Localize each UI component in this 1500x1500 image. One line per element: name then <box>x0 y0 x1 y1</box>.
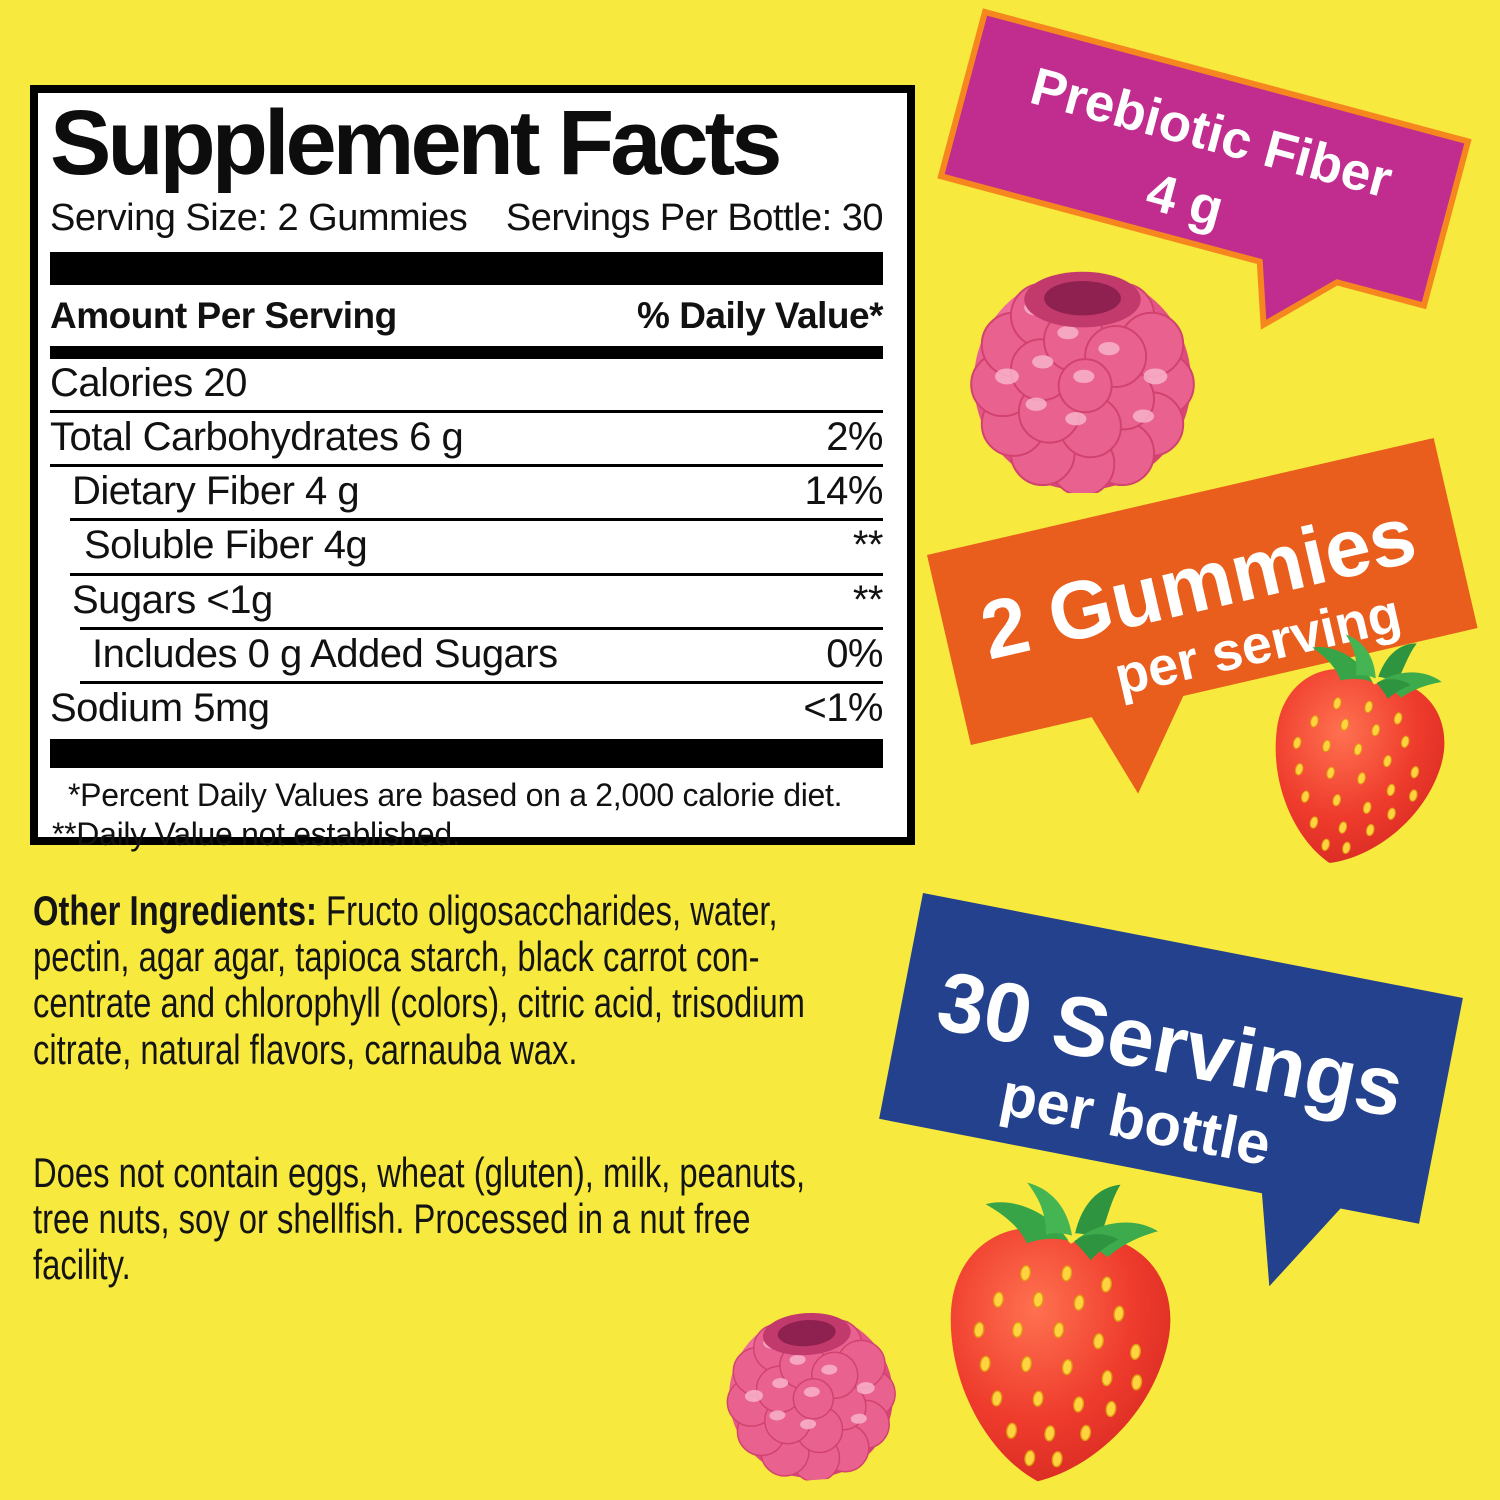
row-separator <box>70 518 883 522</box>
daily-value-header: % Daily Value* <box>637 294 883 336</box>
serving-info-row: Serving Size: 2 Gummies Servings Per Bot… <box>50 196 884 240</box>
serving-size-text: Serving Size: 2 Gummies <box>50 196 468 239</box>
footnotes: *Percent Daily Values are based on a 2,0… <box>50 768 883 853</box>
paragraph-line: Other Ingredients: Fructo oligosaccharid… <box>33 887 938 934</box>
strawberry-image <box>887 1153 1230 1500</box>
speech-bubble-shape <box>927 438 1478 794</box>
supplement-facts-panel: Supplement Facts Serving Size: 2 Gummies… <box>30 85 915 852</box>
paragraph-line: tree nuts, soy or shellfish. Processed i… <box>33 1195 751 1243</box>
nutrient-value: ** <box>852 523 884 568</box>
paragraph-line: citrate, natural flavors, carnauba wax. <box>33 1025 578 1073</box>
row-separator <box>80 680 883 684</box>
divider-bar-thick <box>50 251 883 285</box>
nutrient-value: <1% <box>803 685 883 730</box>
nutrient-label: Sodium 5mg <box>50 685 270 730</box>
nutrient-row-soluble-fiber: Soluble Fiber 4g ** <box>50 518 884 572</box>
amount-per-serving-header: Amount Per Serving <box>50 294 397 336</box>
nutrient-row-total-carbohydrates: Total Carbohydrates 6 g 2% <box>50 410 883 464</box>
column-header-row: Amount Per Serving % Daily Value* <box>50 285 883 346</box>
servings-per-bottle-bubble: 30 Servings per bottle <box>879 893 1463 1287</box>
speech-bubble-shape <box>937 8 1472 330</box>
row-separator <box>80 626 883 630</box>
servings-per-bottle-text: Servings Per Bottle: 30 <box>505 196 884 239</box>
prebiotic-fiber-bubble: Prebiotic Fiber 4 g <box>937 8 1472 330</box>
nutrient-row-sugars: Sugars <1g ** <box>50 572 884 627</box>
nutrient-value: 14% <box>804 469 883 514</box>
nutrient-label: Calories 20 <box>50 360 247 405</box>
nutrient-label: Includes 0 g Added Sugars <box>92 631 558 676</box>
nutrient-value: ** <box>852 577 884 622</box>
paragraph-line: pectin, agar agar, tapioca starch, black… <box>33 933 760 981</box>
supplement-facts-title: Supplement Facts <box>50 92 782 194</box>
paragraph-text: Fructo oligosaccharides, water, <box>326 887 778 934</box>
divider-bar-medium <box>50 345 883 359</box>
nutrient-label: Sugars <1g <box>72 577 273 622</box>
nutrient-value: 2% <box>826 415 883 460</box>
row-separator <box>50 410 883 414</box>
speech-bubble-shape <box>879 893 1463 1287</box>
paragraph-line: Does not contain eggs, wheat (gluten), m… <box>33 1149 806 1196</box>
paragraph-line: centrate and chlorophyll (colors), citri… <box>33 979 805 1027</box>
nutrient-label: Dietary Fiber 4 g <box>72 469 360 514</box>
allergen-paragraph: Does not contain eggs, wheat (gluten), m… <box>33 1149 938 1289</box>
nutrient-label: Soluble Fiber 4g <box>84 523 368 568</box>
other-ingredients-paragraph: Other Ingredients: Fructo oligosaccharid… <box>33 887 938 1073</box>
paragraph-line: facility. <box>33 1241 131 1289</box>
raspberry-image <box>703 1273 916 1486</box>
other-ingredients-label: Other Ingredients: <box>33 887 317 934</box>
row-separator <box>50 464 883 468</box>
nutrient-row-sodium: Sodium 5mg <1% <box>50 680 883 735</box>
nutrient-value: 0% <box>826 631 883 676</box>
footnote-not-established: **Daily Value not established. <box>52 815 461 852</box>
row-separator <box>70 572 883 576</box>
nutrient-label: Total Carbohydrates 6 g <box>50 415 464 460</box>
nutrient-row-dietary-fiber: Dietary Fiber 4 g 14% <box>50 464 883 518</box>
footnote-daily-values: *Percent Daily Values are based on a 2,0… <box>68 777 843 814</box>
nutrient-row-added-sugars: Includes 0 g Added Sugars 0% <box>50 626 883 681</box>
divider-bar-footer <box>50 739 883 769</box>
nutrient-row-calories: Calories 20 <box>50 359 883 410</box>
